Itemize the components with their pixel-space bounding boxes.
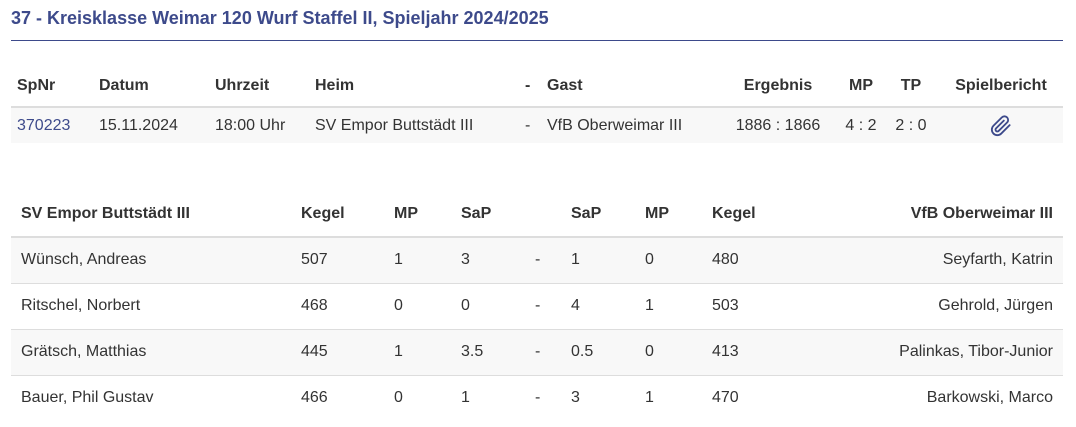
home-kegel: 445 [301, 343, 328, 360]
home-mp: 0 [394, 389, 403, 407]
guest-player: Gehrold, Jürgen [938, 297, 1053, 314]
match-time: 18:00 Uhr [215, 116, 286, 134]
home-mp: 1 [394, 251, 403, 269]
title-divider [11, 40, 1063, 41]
guest-sap: 1 [571, 251, 580, 269]
match-header-row: SpNr Datum Uhrzeit Heim - Gast Ergebnis … [11, 66, 1063, 107]
home-player: Ritschel, Norbert [21, 297, 141, 314]
col-spnr: SpNr [17, 77, 56, 94]
col-sep [525, 192, 561, 237]
guest-mp: 0 [645, 251, 654, 269]
player-header-row: SV Empor Buttstädt III Kegel MP SaP SaP … [11, 192, 1063, 237]
home-mp: 1 [394, 343, 403, 360]
home-sap: 3 [461, 251, 470, 269]
home-sap: 1 [461, 389, 470, 407]
home-sap: 0 [461, 297, 470, 314]
col-sep: - [525, 77, 531, 94]
player-row: Ritschel, Norbert 468 0 0 - 4 1 503 Gehr… [11, 283, 1063, 329]
home-team: SV Empor Buttstädt III [315, 116, 474, 134]
home-mp: 0 [394, 297, 403, 314]
separator: - [535, 251, 541, 269]
col-mp: MP [849, 77, 873, 94]
col-spielbericht: Spielbericht [955, 77, 1047, 94]
spnr-link[interactable]: 370223 [17, 116, 71, 134]
separator: - [535, 297, 541, 314]
home-kegel: 468 [301, 297, 328, 314]
guest-sap: 3 [571, 389, 580, 407]
page-title: 37 - Kreisklasse Weimar 120 Wurf Staffel… [11, 8, 549, 28]
match-result: 1886 : 1866 [735, 116, 821, 134]
separator: - [535, 343, 541, 360]
col-home-kegel: Kegel [301, 205, 345, 222]
spielbericht-link[interactable] [933, 107, 1063, 143]
col-home-team: SV Empor Buttstädt III [21, 205, 190, 222]
guest-mp: 1 [645, 297, 654, 314]
match-row: 370223 15.11.2024 18:00 Uhr SV Empor But… [11, 107, 1063, 143]
guest-player: Barkowski, Marco [926, 389, 1053, 407]
col-uhrzeit: Uhrzeit [215, 77, 270, 94]
guest-player: Palinkas, Tibor-Junior [899, 343, 1053, 360]
player-row: Grätsch, Matthias 445 1 3.5 - 0.5 0 413 … [11, 329, 1063, 375]
match-tp: 2 : 0 [895, 116, 927, 134]
player-table: SV Empor Buttstädt III Kegel MP SaP SaP … [11, 192, 1063, 421]
match-date: 15.11.2024 [99, 116, 178, 134]
guest-sap: 0.5 [571, 343, 594, 360]
col-guest-kegel: Kegel [712, 205, 756, 222]
col-gast: Gast [547, 77, 583, 94]
match-table: SpNr Datum Uhrzeit Heim - Gast Ergebnis … [11, 66, 1063, 143]
guest-kegel: 480 [712, 251, 739, 269]
guest-team: VfB Oberweimar III [547, 116, 683, 134]
guest-player: Seyfarth, Katrin [942, 251, 1053, 269]
match-mp: 4 : 2 [845, 116, 877, 134]
guest-kegel: 470 [712, 389, 739, 407]
col-heim: Heim [315, 77, 355, 94]
guest-sap: 4 [571, 297, 580, 314]
home-kegel: 466 [301, 389, 328, 407]
home-sap: 3.5 [461, 343, 484, 360]
home-player: Bauer, Phil Gustav [21, 389, 154, 407]
guest-kegel: 413 [712, 343, 739, 360]
col-datum: Datum [99, 77, 149, 94]
col-ergebnis: Ergebnis [743, 77, 813, 94]
separator: - [525, 116, 531, 134]
guest-mp: 1 [645, 389, 654, 407]
home-kegel: 507 [301, 251, 328, 269]
col-guest-mp: MP [645, 205, 669, 222]
col-guest-team: VfB Oberweimar III [910, 205, 1053, 222]
player-row: Wünsch, Andreas 507 1 3 - 1 0 480 Seyfar… [11, 237, 1063, 283]
guest-kegel: 503 [712, 297, 739, 314]
player-row: Bauer, Phil Gustav 466 0 1 - 3 1 470 Bar… [11, 375, 1063, 421]
home-player: Wünsch, Andreas [21, 251, 147, 269]
col-guest-sap: SaP [571, 205, 602, 222]
col-home-mp: MP [394, 205, 418, 222]
col-home-sap: SaP [461, 205, 492, 222]
col-tp: TP [900, 77, 922, 94]
home-player: Grätsch, Matthias [21, 343, 147, 360]
guest-mp: 0 [645, 343, 654, 360]
paperclip-icon[interactable] [990, 114, 1012, 137]
separator: - [535, 389, 541, 407]
